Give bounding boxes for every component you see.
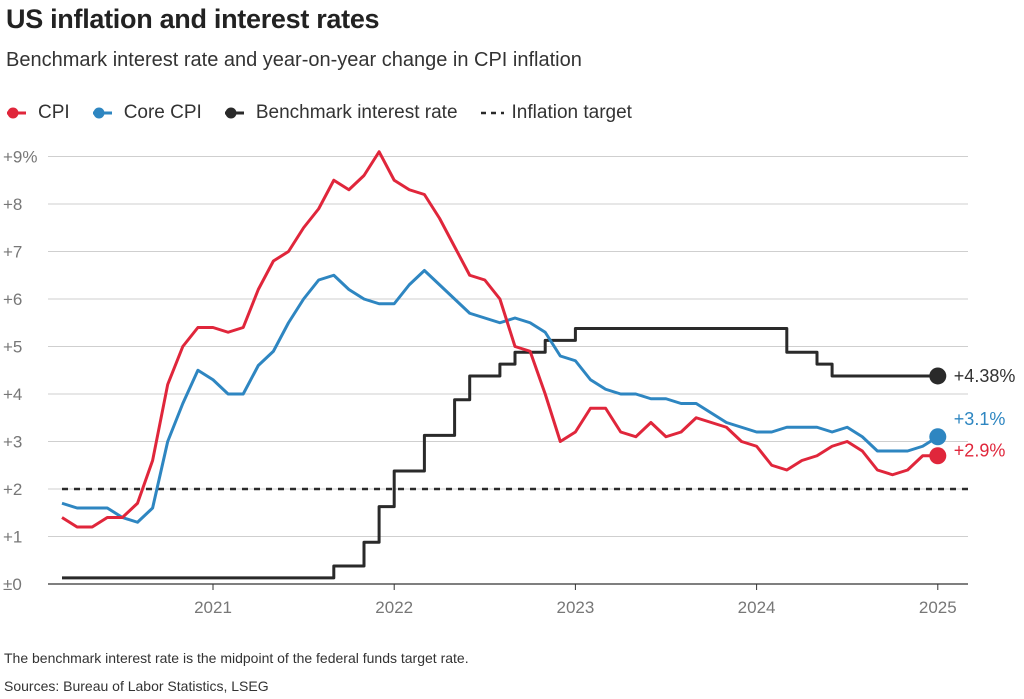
legend-swatch-benchmark-rate [224, 107, 244, 119]
legend: CPI Core CPI Benchmark interest rate Inf… [6, 100, 654, 126]
x-tick-label: 2021 [194, 598, 232, 617]
cpi-line [61, 150, 938, 529]
y-tick-label: +9% [3, 148, 38, 167]
legend-label-core-cpi: Core CPI [123, 102, 202, 123]
chart-title: US inflation and interest rates [6, 4, 380, 34]
x-tick-label: 2025 [919, 598, 957, 617]
legend-swatch-cpi [7, 107, 26, 119]
end-label-core-cpi: +3.1% [954, 409, 1006, 429]
legend-item-cpi: CPI [6, 102, 70, 124]
x-axis: 2021 2022 2023 2024 2025 [194, 584, 957, 617]
y-tick-label: +3 [3, 433, 22, 452]
legend-label-inflation-target: Inflation target [511, 102, 632, 123]
legend-label-benchmark-rate: Benchmark interest rate [255, 102, 458, 123]
y-tick-label: +6 [3, 290, 22, 309]
x-tick-label: 2023 [556, 598, 594, 617]
y-tick-label: +4 [3, 385, 22, 404]
legend-item-benchmark-rate: Benchmark interest rate [224, 102, 458, 124]
x-tick-label: 2024 [738, 598, 776, 617]
legend-item-core-cpi: Core CPI [92, 102, 202, 124]
series-layer [61, 150, 968, 580]
core-cpi-line [61, 269, 939, 524]
core-cpi-end-dot [929, 428, 947, 446]
y-tick-label: +7 [3, 243, 22, 262]
y-axis: ±0 +1 +2 +3 +4 +5 +6 +7 +8 +9% [3, 148, 38, 595]
end-label-cpi: +2.9% [954, 440, 1006, 460]
end-labels: +4.38% +3.1% +2.9% [954, 366, 1016, 460]
legend-swatch-inflation-target [480, 111, 504, 115]
benchmark-interest-rate-end-dot [929, 367, 947, 385]
legend-label-cpi: CPI [38, 102, 70, 123]
benchmark-interest-rate-line [62, 326, 938, 580]
chart-subtitle: Benchmark interest rate and year-on-year… [6, 49, 582, 71]
grid-layer [48, 156, 968, 585]
y-tick-label: +5 [3, 338, 22, 357]
x-tick-label: 2022 [375, 598, 413, 617]
sources: Sources: Bureau of Labor Statistics, LSE… [4, 678, 269, 694]
y-tick-label: +8 [3, 195, 22, 214]
legend-swatch-core-cpi [92, 107, 112, 119]
end-label-benchmark-interest-rate: +4.38% [954, 366, 1016, 386]
chart-plot: ±0+1+2+3+4+5+6+7+8+9% 2021 2022 2023 2024 20… [3, 148, 1016, 618]
footnote: The benchmark interest rate is the midpo… [4, 650, 469, 666]
cpi-end-dot [929, 447, 947, 465]
y-tick-label: ±0 [3, 575, 22, 594]
y-tick-label: +2 [3, 480, 22, 499]
y-tick-label: +1 [3, 528, 22, 547]
legend-item-inflation-target: Inflation target [480, 102, 632, 124]
